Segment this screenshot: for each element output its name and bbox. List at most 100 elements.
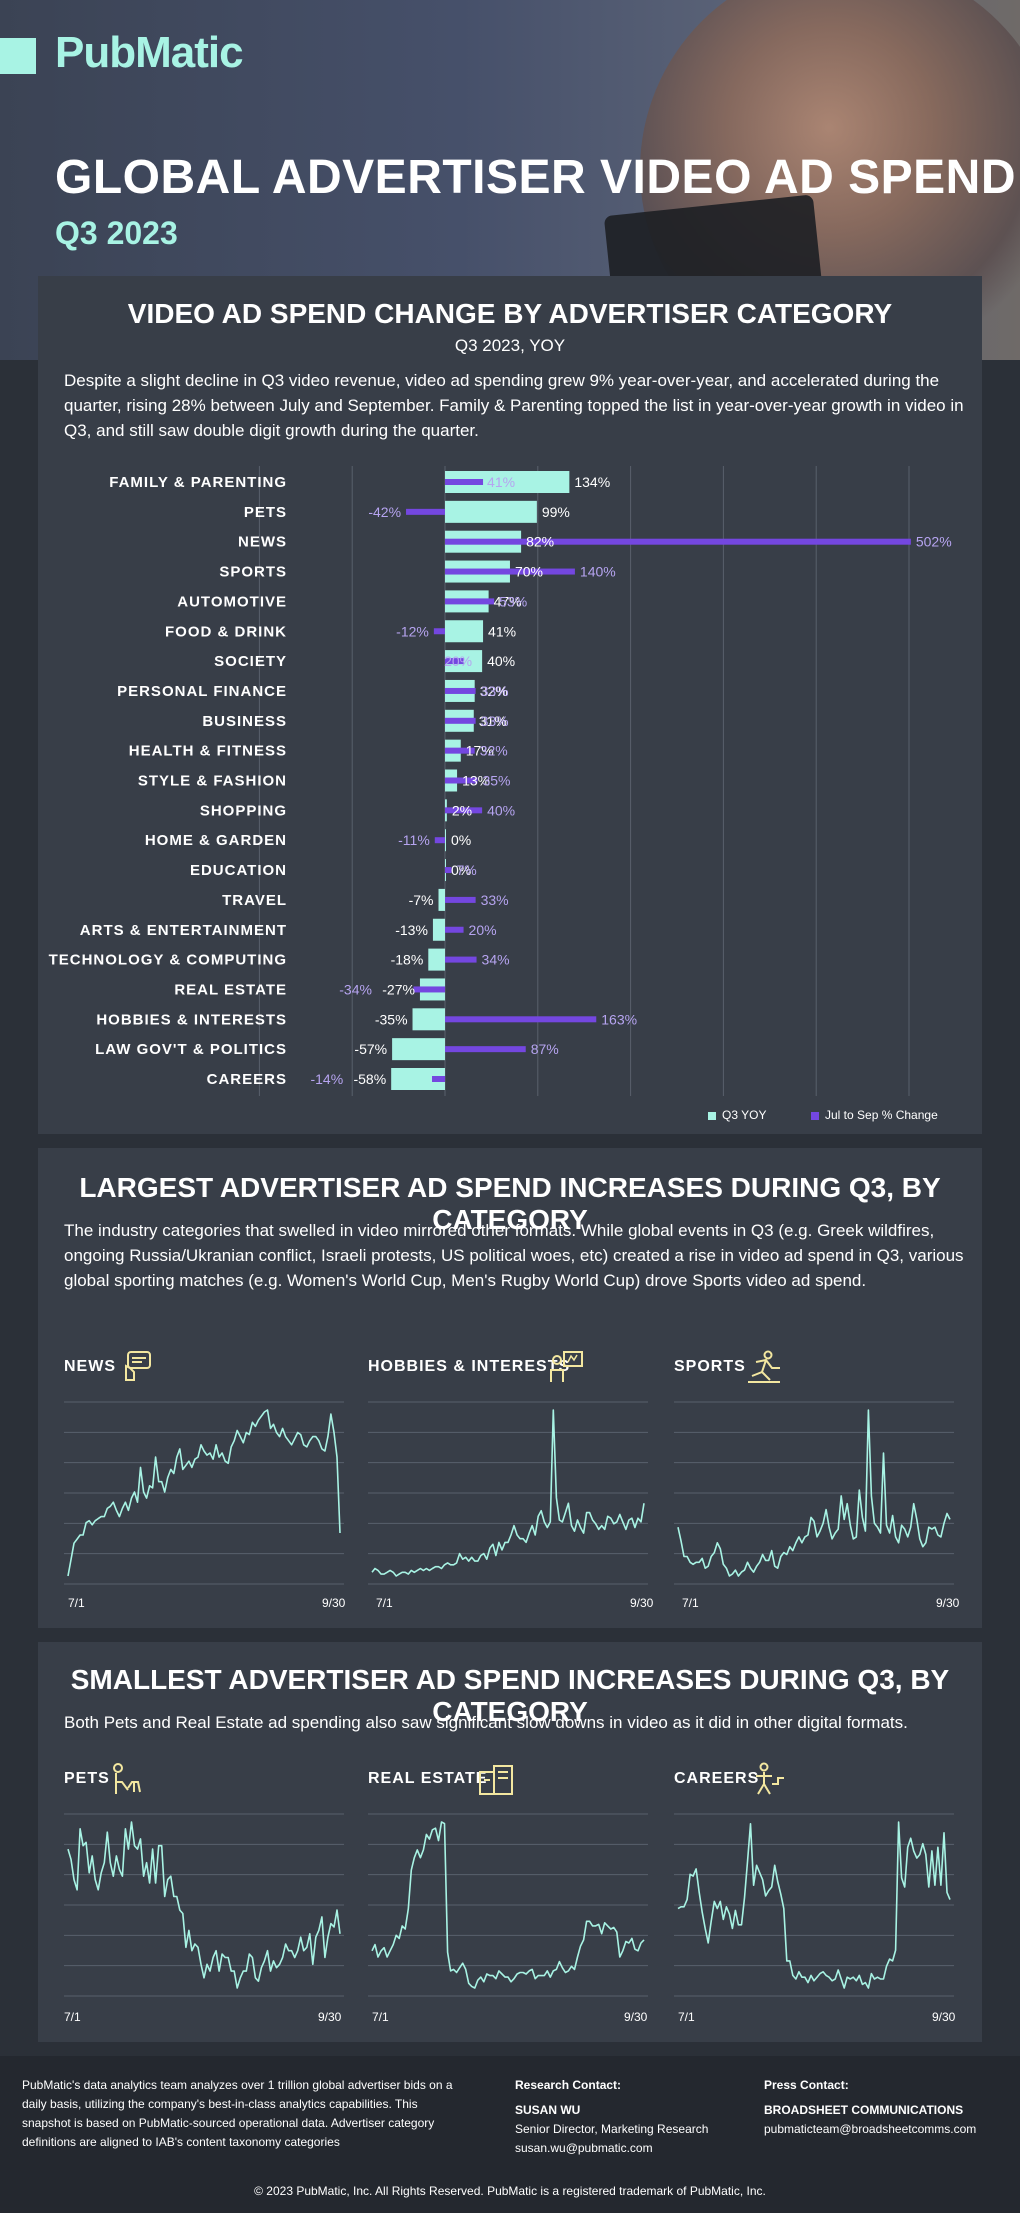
data-label-jul-sep: 20% <box>444 653 472 669</box>
data-label-jul-sep: -14% <box>310 1071 343 1087</box>
category-label: BUSINESS <box>202 713 287 730</box>
category-label: LAW GOV'T & POLITICS <box>95 1041 287 1058</box>
bar-jul-sep-change <box>445 1046 526 1053</box>
x-axis-end-label: 9/30 <box>630 1596 654 1610</box>
mini-chart-plot <box>64 1813 344 1997</box>
research-contact-email[interactable]: susan.wu@pubmatic.com <box>515 2141 653 2155</box>
news-icon <box>125 1351 151 1381</box>
bar-chart: FAMILY & PARENTING 134% 41% PETS 99% -42% NEWS… <box>49 466 952 1096</box>
category-label: SPORTS <box>219 564 287 581</box>
bar-jul-sep-change <box>445 867 452 874</box>
data-label-jul-sep: -42% <box>368 504 401 520</box>
legend-swatch-mint <box>708 1111 716 1120</box>
x-axis-end-label: 9/30 <box>936 1596 960 1610</box>
data-label-jul-sep: 87% <box>531 1041 559 1057</box>
bar-jul-sep-change <box>445 896 476 903</box>
bar-q3-yoy <box>438 888 445 911</box>
sports-icon <box>748 1350 780 1383</box>
bar-jul-sep-change <box>406 508 445 515</box>
footer-about: PubMatic's data analytics team analyzes … <box>22 2078 453 2149</box>
x-axis-start-label: 7/1 <box>64 2010 81 2024</box>
legend-swatch-purple <box>811 1111 819 1120</box>
bar-chart-title: VIDEO AD SPEND CHANGE BY ADVERTISER CATE… <box>127 298 893 329</box>
mini-chart-hobbies: HOBBIES & INTERESTS 7/1 9/30 <box>368 1351 653 1618</box>
data-label-q3-yoy: 41% <box>488 623 516 639</box>
mini-chart-pets: PETS 7/1 9/30 <box>64 1763 344 2030</box>
press-contact: Press Contact: BROADSHEET COMMUNICATIONS… <box>764 2076 976 2139</box>
largest-increases-title: LARGEST ADVERTISER AD SPEND INCREASES DU… <box>79 1172 941 1235</box>
series-line <box>67 1409 341 1577</box>
mini-chart-title: NEWS <box>64 1358 116 1375</box>
bar-jul-sep-change <box>445 777 478 784</box>
data-label-q3-yoy: 99% <box>542 504 570 520</box>
bar-jul-sep-change <box>445 717 476 724</box>
category-label: HOME & GARDEN <box>145 832 287 849</box>
category-label: SOCIETY <box>214 653 287 670</box>
mini-chart-plot <box>368 1813 648 1997</box>
data-label-q3-yoy: -7% <box>409 892 434 908</box>
careers-icon <box>756 1762 784 1795</box>
bar-jul-sep-change <box>445 598 495 605</box>
series-line <box>67 1821 341 1989</box>
bar-jul-sep-change <box>445 956 477 963</box>
press-contact-email[interactable]: pubmaticteam@broadsheetcomms.com <box>764 2122 977 2136</box>
category-change-panel: VIDEO AD SPEND CHANGE BY ADVERTISER CATE… <box>38 276 982 1134</box>
mini-chart-real-estate: REAL ESTATE 7/1 9/30 <box>368 1765 648 2030</box>
data-label-q3-yoy: -58% <box>353 1071 386 1087</box>
category-label: REAL ESTATE <box>174 981 287 998</box>
data-label-jul-sep: 33% <box>481 713 509 729</box>
bar-q3-yoy <box>392 1038 445 1061</box>
mini-chart-plot <box>674 1401 954 1585</box>
mini-chart-sports: SPORTS 7/1 9/30 <box>674 1350 959 1618</box>
research-contact-label: Research Contact: <box>515 2078 622 2092</box>
data-label-q3-yoy: 17% <box>466 743 494 759</box>
mini-chart-plot <box>368 1401 648 1585</box>
data-label-jul-sep: -34% <box>339 981 372 997</box>
x-axis-start-label: 7/1 <box>372 2010 389 2024</box>
category-label: TRAVEL <box>222 892 287 909</box>
category-label: NEWS <box>238 534 287 551</box>
data-label-q3-yoy: -27% <box>382 981 415 997</box>
x-axis-start-label: 7/1 <box>678 2010 695 2024</box>
data-label-jul-sep: 7% <box>456 862 476 878</box>
mini-chart-plot <box>674 1813 954 1997</box>
bar-q3-yoy <box>445 500 537 523</box>
data-label-q3-yoy: 32% <box>480 683 508 699</box>
category-label: FAMILY & PARENTING <box>109 474 287 491</box>
real-estate-icon <box>479 1765 513 1795</box>
category-label: AUTOMOTIVE <box>177 593 287 610</box>
bar-jul-sep-change <box>445 747 475 754</box>
x-axis-start-label: 7/1 <box>68 1596 85 1610</box>
data-label-jul-sep: -11% <box>398 832 430 848</box>
logo: PubMatic <box>55 28 244 77</box>
series-line <box>677 1409 951 1577</box>
research-contact-name: SUSAN WU <box>515 2103 581 2117</box>
bar-q3-yoy <box>428 948 445 971</box>
category-label: PERSONAL FINANCE <box>117 683 287 700</box>
bar-jul-sep-change <box>445 1016 597 1023</box>
bar-jul-sep-change <box>413 986 445 993</box>
bar-chart-description: Despite a slight decline in Q3 video rev… <box>64 371 964 440</box>
bar-q3-yoy <box>445 471 570 493</box>
x-axis-end-label: 9/30 <box>624 2010 648 2024</box>
bar-jul-sep-change <box>434 837 445 844</box>
bar-chart-subtitle: Q3 2023, YOY <box>454 336 566 355</box>
data-label-q3-yoy: 13% <box>462 773 490 789</box>
data-label-jul-sep: 502% <box>916 534 952 550</box>
legend-jul-sep: Jul to Sep % Change <box>811 1108 938 1122</box>
category-label: EDUCATION <box>190 862 287 879</box>
bar-q3-yoy <box>391 1068 445 1090</box>
smallest-increases-title: SMALLEST ADVERTISER AD SPEND INCREASES D… <box>70 1664 950 1727</box>
category-label: HEALTH & FITNESS <box>129 743 287 760</box>
data-label-q3-yoy: 0% <box>451 862 471 878</box>
mini-chart-title: CAREERS <box>674 1770 760 1787</box>
hobbies-icon <box>550 1351 583 1382</box>
x-axis-start-label: 7/1 <box>682 1596 699 1610</box>
press-contact-name: BROADSHEET COMMUNICATIONS <box>764 2103 964 2117</box>
data-label-jul-sep: 163% <box>601 1011 637 1027</box>
bar-jul-sep-change <box>433 628 445 635</box>
research-contact: Research Contact: SUSAN WU Senior Direct… <box>515 2076 708 2158</box>
largest-increases-panel: LARGEST ADVERTISER AD SPEND INCREASES DU… <box>38 1148 982 1628</box>
legend-label-jul-sep: Jul to Sep % Change <box>825 1108 938 1122</box>
bar-jul-sep-change <box>445 687 476 694</box>
